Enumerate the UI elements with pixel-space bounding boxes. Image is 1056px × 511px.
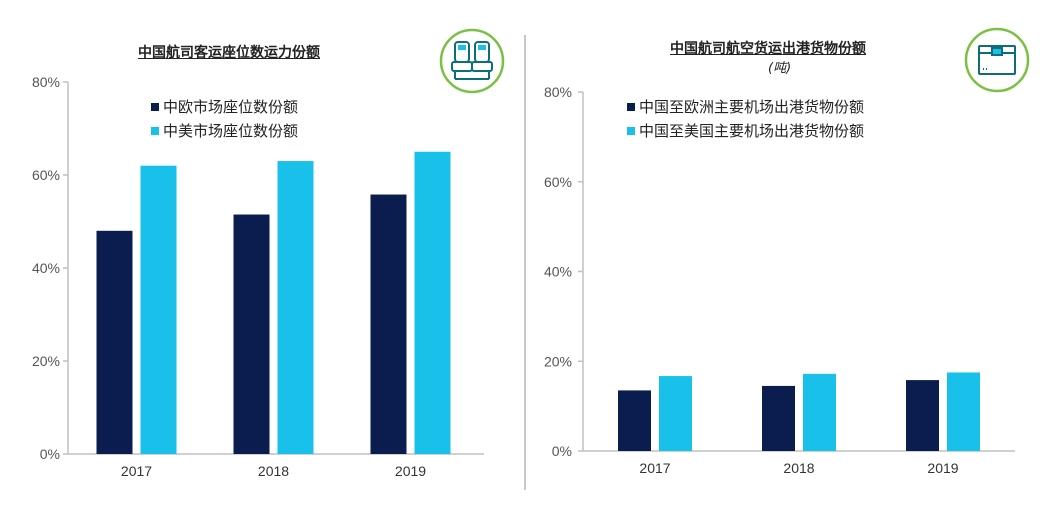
y-tick-label: 0% — [552, 443, 572, 459]
airplane-seats-icon — [439, 28, 505, 94]
x-tick-label: 2018 — [258, 463, 289, 479]
bar — [803, 373, 836, 451]
legend-label: 中国至美国主要机场出港货物份额 — [639, 122, 864, 140]
y-tick-label: 20% — [32, 353, 60, 369]
bar — [906, 380, 939, 451]
x-tick-label: 2019 — [395, 463, 426, 479]
bar — [277, 161, 314, 455]
bar — [140, 165, 177, 454]
x-tick-label: 2019 — [927, 460, 958, 476]
bar — [659, 376, 692, 451]
bar — [370, 194, 407, 454]
x-tick-label: 2017 — [639, 460, 670, 476]
bar — [96, 230, 133, 454]
chart-subtitle-cargo: (吨) — [768, 61, 792, 76]
y-tick-label: 60% — [544, 174, 572, 190]
bar — [947, 372, 980, 451]
legend-swatch — [151, 127, 159, 135]
y-tick-label: 80% — [32, 74, 60, 90]
y-tick-label: 40% — [32, 260, 60, 276]
legend-swatch — [151, 103, 159, 111]
legend-swatch — [627, 127, 635, 135]
bar — [414, 151, 451, 454]
chart-title-cargo: 中国航司航空货运出港货物份额 — [670, 41, 866, 57]
x-tick-label: 2017 — [121, 463, 152, 479]
panel-divider — [524, 35, 526, 490]
legend-label: 中国至欧洲主要机场出港货物份额 — [639, 98, 864, 116]
legend-label: 中欧市场座位数份额 — [163, 98, 298, 116]
y-tick-label: 0% — [40, 446, 60, 462]
y-tick-label: 20% — [544, 353, 572, 369]
bar — [233, 214, 270, 454]
chart-title-passenger: 中国航司客运座位数运力份额 — [138, 45, 320, 61]
y-tick-label: 40% — [544, 264, 572, 280]
bar — [618, 390, 651, 451]
y-tick-label: 80% — [544, 84, 572, 100]
cargo-box-icon — [964, 27, 1030, 93]
y-tick-label: 60% — [32, 167, 60, 183]
legend-swatch — [627, 103, 635, 111]
x-tick-label: 2018 — [783, 460, 814, 476]
legend-label: 中美市场座位数份额 — [163, 122, 298, 140]
chart-passenger-seat-share: 0% 20% 40% 60% 80% 2017 2018 2019 中欧市场座位数份额中美市场座… — [32, 74, 484, 479]
bar — [762, 385, 795, 451]
